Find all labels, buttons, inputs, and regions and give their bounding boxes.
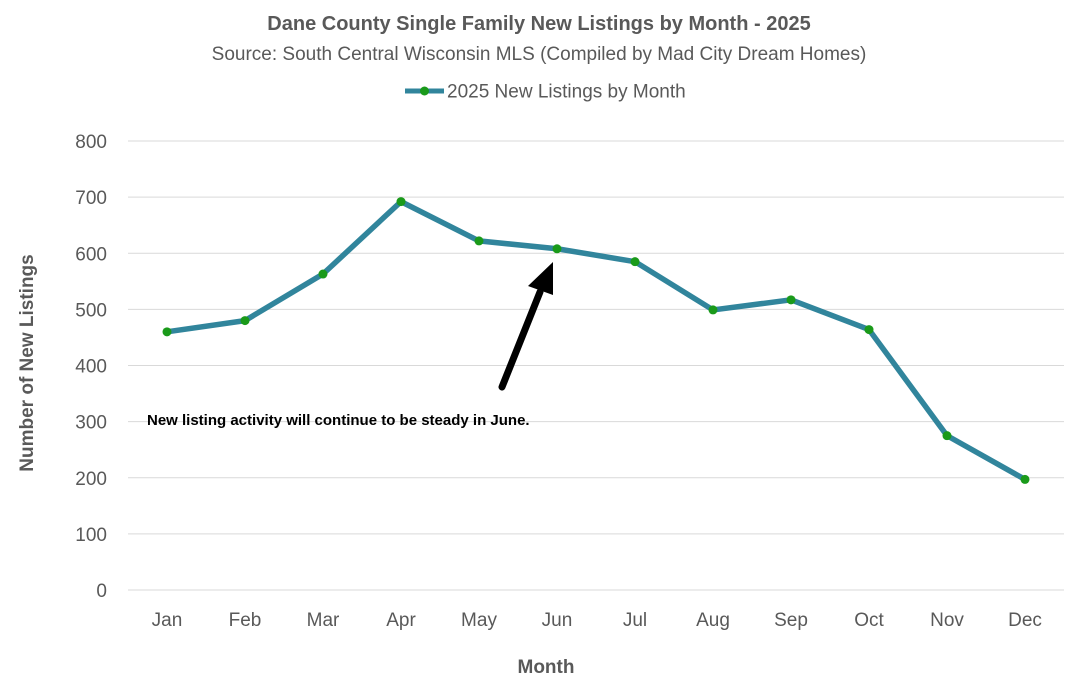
x-tick-label: Feb <box>229 610 262 631</box>
legend-label: 2025 New Listings by Month <box>447 82 686 103</box>
x-axis-title: Month <box>518 657 575 678</box>
data-point <box>864 325 874 335</box>
x-tick-label: Apr <box>386 610 416 631</box>
x-tick-label: May <box>461 610 497 631</box>
data-point <box>318 269 328 279</box>
y-tick-label: 200 <box>75 469 107 490</box>
gridlines <box>128 140 1064 591</box>
x-tick-label: Mar <box>307 610 340 631</box>
x-axis-ticks: Jan Feb Mar Apr May Jun Jul Aug Sep Oct Nov Dec <box>152 610 1042 631</box>
data-point <box>396 197 406 207</box>
y-axis-title: Number of New Listings <box>17 254 38 471</box>
series-line <box>164 198 1028 483</box>
data-point <box>786 295 796 305</box>
data-point <box>240 316 250 326</box>
y-tick-label: 300 <box>75 413 107 434</box>
series-layer <box>162 197 1030 484</box>
annotation-text: New listing activity will continue to be… <box>147 412 530 429</box>
data-point <box>552 244 562 254</box>
y-tick-label: 100 <box>75 525 107 546</box>
y-axis-ticks: 0 100 200 300 400 500 600 700 800 <box>75 132 107 602</box>
y-tick-label: 0 <box>96 581 107 602</box>
data-point <box>942 431 952 441</box>
annotation: New listing activity will continue to be… <box>147 262 553 429</box>
x-tick-label: Nov <box>930 610 964 631</box>
data-point <box>1020 474 1030 484</box>
x-tick-label: Jun <box>542 610 573 631</box>
x-tick-label: Oct <box>854 610 884 631</box>
x-tick-label: Jan <box>152 610 183 631</box>
annotation-arrow-shaft <box>498 288 544 391</box>
x-tick-label: Dec <box>1008 610 1042 631</box>
x-tick-label: Aug <box>696 610 730 631</box>
x-tick-label: Sep <box>774 610 808 631</box>
y-tick-label: 500 <box>75 300 107 321</box>
annotation-arrow-head <box>528 262 553 295</box>
y-tick-label: 400 <box>75 357 107 378</box>
data-point <box>474 236 484 246</box>
legend-marker-swatch <box>420 86 429 96</box>
y-tick-label: 700 <box>75 188 107 209</box>
data-point <box>162 327 172 337</box>
y-tick-label: 600 <box>75 244 107 265</box>
x-tick-label: Jul <box>623 610 647 631</box>
legend: 2025 New Listings by Month <box>405 82 686 103</box>
data-point <box>708 305 718 315</box>
chart-subtitle: Source: South Central Wisconsin MLS (Com… <box>212 44 867 65</box>
y-tick-label: 800 <box>75 132 107 153</box>
data-point <box>630 257 640 267</box>
chart-title: Dane County Single Family New Listings b… <box>267 13 810 35</box>
